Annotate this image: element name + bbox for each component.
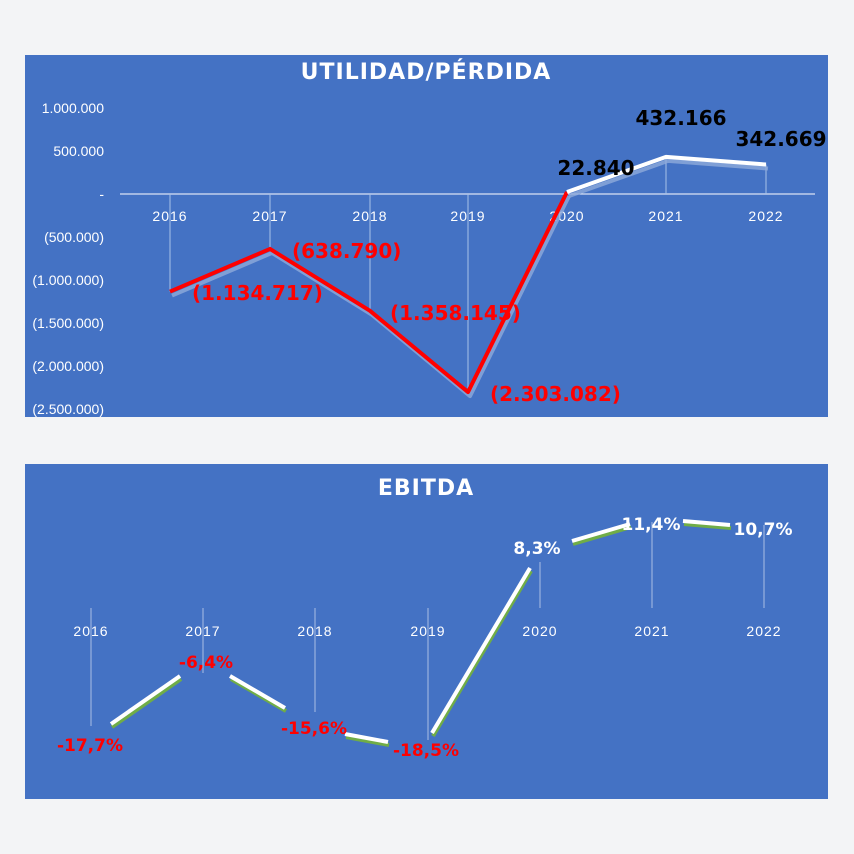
data-label: (1.358.145) (390, 301, 521, 325)
series-shadow-positive (568, 158, 769, 198)
series-line-segment (430, 566, 532, 735)
series-shadow-segment (431, 569, 533, 738)
x-tick-label: 2017 (252, 208, 287, 224)
data-label: (1.134.717) (192, 281, 323, 305)
data-label: 11,4% (622, 515, 681, 535)
y-tick-label: (1.500.000) (32, 315, 104, 331)
ebitda-chart-panel (25, 464, 828, 799)
series-line-segment (682, 519, 731, 527)
y-tick-label: (500.000) (44, 229, 104, 245)
series-shadow-segment (683, 522, 732, 530)
series-line-segment (571, 522, 631, 543)
x-tick-label: 2020 (522, 623, 557, 639)
data-label: -15,6% (281, 719, 347, 739)
x-tick-label: 2021 (648, 208, 683, 224)
x-tick-label: 2016 (73, 623, 108, 639)
series-line-segment (344, 732, 389, 744)
data-label: -18,5% (393, 741, 459, 761)
x-tick-label: 2017 (185, 623, 220, 639)
x-tick-label: 2018 (297, 623, 332, 639)
series-shadow-segment (572, 525, 632, 546)
series-shadow-segment (110, 677, 183, 729)
x-tick-label: 2018 (352, 208, 387, 224)
y-tick-label: (2.000.000) (32, 358, 104, 374)
data-label: 8,3% (513, 539, 560, 559)
y-tick-label: 500.000 (53, 143, 104, 159)
data-label: 342.669 (735, 127, 826, 151)
y-tick-label: (1.000.000) (32, 272, 104, 288)
y-tick-label: - (99, 186, 104, 202)
x-tick-label: 2022 (748, 208, 783, 224)
chart-title-utilidad: UTILIDAD/PÉRDIDA (301, 59, 552, 85)
data-label: 432.166 (635, 106, 726, 130)
series-line-positive (566, 154, 767, 194)
data-label: (2.303.082) (490, 382, 621, 406)
series-shadow-segment (229, 677, 288, 713)
series-line-segment (109, 674, 182, 726)
data-label: (638.790) (292, 239, 401, 263)
y-tick-label: 1.000.000 (42, 100, 104, 116)
series-line-segment (228, 674, 287, 710)
x-tick-label: 2022 (746, 623, 781, 639)
x-tick-label: 2019 (410, 623, 445, 639)
series-line-negative (169, 191, 569, 395)
data-label: -17,7% (57, 736, 123, 756)
x-tick-label: 2016 (152, 208, 187, 224)
data-label: 22.840 (557, 156, 634, 180)
series-shadow-segment (345, 735, 390, 747)
data-label: 10,7% (734, 520, 793, 540)
chart-title-ebitda: EBITDA (378, 476, 474, 501)
x-tick-label: 2019 (450, 208, 485, 224)
data-label: -6,4% (179, 653, 233, 673)
x-tick-label: 2021 (634, 623, 669, 639)
y-tick-label: (2.500.000) (32, 401, 104, 417)
